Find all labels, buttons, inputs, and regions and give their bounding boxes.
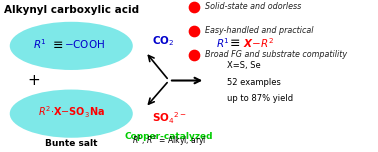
Text: +: + xyxy=(27,73,40,88)
Text: CO$_2$: CO$_2$ xyxy=(152,35,174,48)
Point xyxy=(191,54,197,56)
Point xyxy=(191,30,197,32)
Text: $R^1$, $R^2$ = Alkyl, aryl: $R^1$, $R^2$ = Alkyl, aryl xyxy=(132,134,206,148)
Text: Alkynyl carboxylic acid: Alkynyl carboxylic acid xyxy=(4,5,139,15)
Text: Easy-handled and practical: Easy-handled and practical xyxy=(205,26,314,35)
Text: $R^2$$\cdot$X$-$SO$_3$Na: $R^2$$\cdot$X$-$SO$_3$Na xyxy=(38,104,105,120)
Text: Bunte salt: Bunte salt xyxy=(45,139,98,148)
Ellipse shape xyxy=(10,22,133,70)
Text: Copper-catalyzed: Copper-catalyzed xyxy=(125,132,213,141)
Text: 52 examples: 52 examples xyxy=(227,78,281,86)
Ellipse shape xyxy=(10,90,133,138)
Text: $\equiv$: $\equiv$ xyxy=(227,36,241,49)
Text: Solid-state and odorless: Solid-state and odorless xyxy=(205,2,301,11)
Point xyxy=(191,5,197,8)
Text: $R^1$: $R^1$ xyxy=(33,38,47,51)
Text: $\equiv$: $\equiv$ xyxy=(50,38,64,51)
Text: $R^1$: $R^1$ xyxy=(216,36,230,50)
Text: $-$COOH: $-$COOH xyxy=(64,38,105,50)
Text: SO$_4$$^{2-}$: SO$_4$$^{2-}$ xyxy=(152,110,187,126)
Text: up to 87% yield: up to 87% yield xyxy=(227,94,293,103)
Text: Broad FG and substrate compatility: Broad FG and substrate compatility xyxy=(205,50,347,59)
Text: X$-$$R^2$: X$-$$R^2$ xyxy=(243,36,274,50)
Text: X=S, Se: X=S, Se xyxy=(227,61,261,70)
